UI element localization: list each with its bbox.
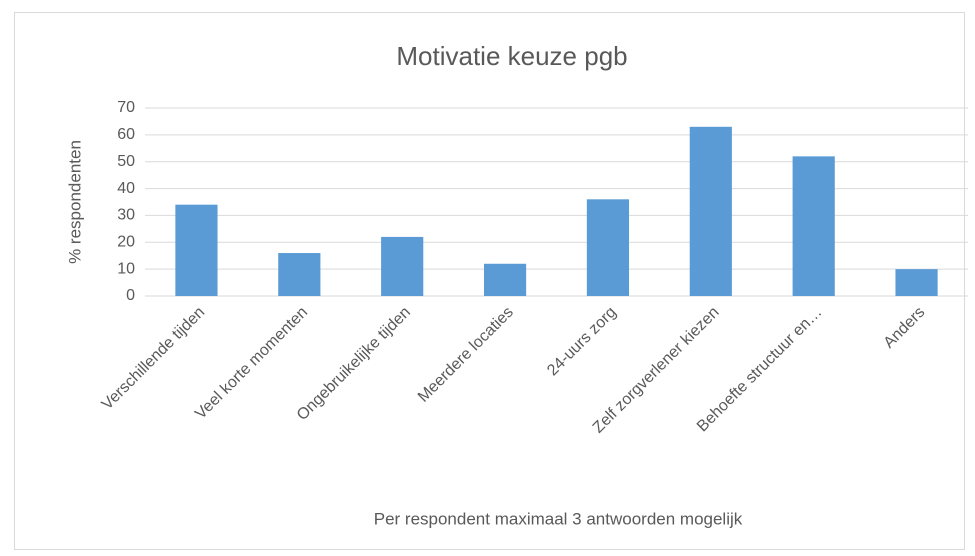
y-tick-label: 20	[117, 234, 135, 251]
y-axis-label: % respondenten	[65, 140, 84, 264]
bar	[895, 269, 938, 296]
bar	[586, 199, 630, 296]
y-tick-label: 0	[126, 287, 135, 304]
y-tick-label: 60	[117, 126, 135, 143]
bar	[278, 253, 321, 296]
bar	[175, 204, 218, 296]
y-tick-label: 40	[117, 180, 135, 197]
y-tick-label: 70	[117, 99, 135, 116]
bar	[483, 263, 527, 296]
chart-title: Motivatie keuze pgb	[396, 41, 627, 71]
x-axis-label: Per respondent maximaal 3 antwoorden mog…	[374, 509, 743, 528]
y-tick-label: 10	[117, 260, 135, 277]
bar	[792, 156, 835, 296]
y-tick-label: 50	[117, 153, 135, 170]
bar	[689, 126, 732, 296]
bar	[381, 236, 424, 296]
y-tick-label: 30	[117, 207, 135, 224]
